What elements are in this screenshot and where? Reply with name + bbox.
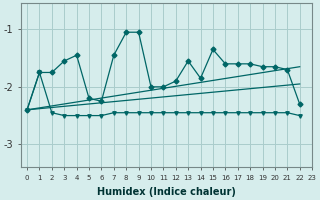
X-axis label: Humidex (Indice chaleur): Humidex (Indice chaleur) xyxy=(97,187,236,197)
